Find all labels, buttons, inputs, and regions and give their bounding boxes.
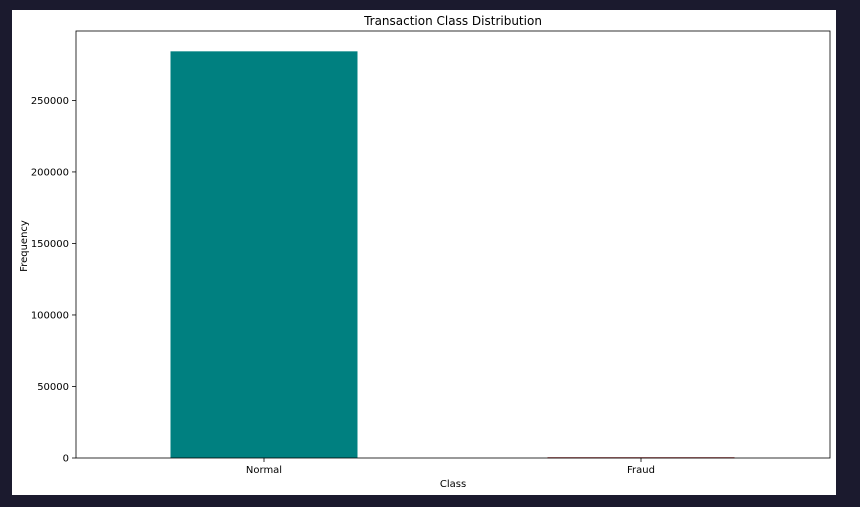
bar-normal	[170, 51, 358, 459]
y-tick-label: 150000	[31, 239, 69, 250]
y-tick-label: 50000	[37, 382, 69, 393]
chart-title: Transaction Class Distribution	[363, 14, 542, 28]
figure-canvas: Transaction Class Distribution Frequency…	[12, 10, 836, 495]
y-tick-label: 200000	[31, 167, 69, 178]
x-axis-title: Class	[440, 479, 466, 490]
bar-chart: Transaction Class Distribution Frequency…	[19, 14, 831, 490]
y-axis: 0 50000 100000 150000 200000 250000	[31, 96, 76, 465]
plot-frame	[75, 30, 831, 459]
x-tick-label: Normal	[246, 465, 282, 476]
x-tick-label: Fraud	[627, 465, 655, 476]
y-tick-label: 100000	[31, 310, 69, 321]
bars	[170, 51, 735, 459]
x-axis: Normal Fraud	[246, 458, 655, 476]
y-tick-label: 250000	[31, 96, 69, 107]
y-tick-label: 0	[63, 454, 69, 465]
y-axis-title: Frequency	[19, 220, 30, 272]
